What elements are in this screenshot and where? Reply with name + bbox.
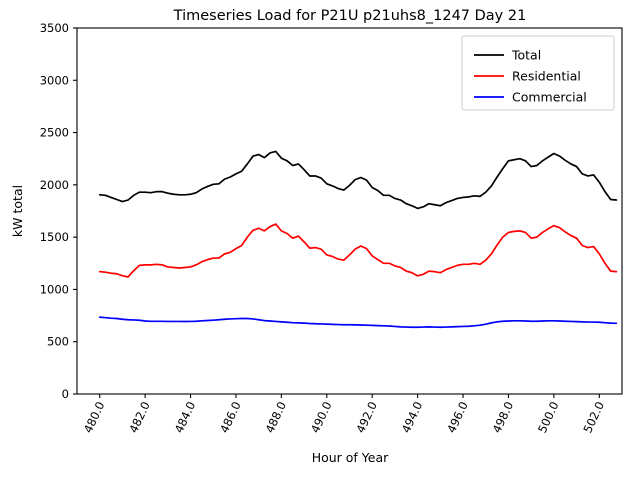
series-line-residential — [98, 223, 618, 278]
y-tick-label: 2000 — [40, 178, 69, 192]
x-tick-label: 496.0 — [444, 399, 471, 435]
y-tick-label: 3000 — [40, 73, 69, 87]
x-tick-label: 488.0 — [262, 399, 289, 435]
chart-title: Timeseries Load for P21U p21uhs8_1247 Da… — [173, 8, 527, 24]
y-tick-label: 0 — [62, 387, 69, 401]
legend-label-total[interactable]: Total — [511, 48, 541, 63]
x-tick-label: 492.0 — [353, 399, 380, 435]
series-line-total — [98, 150, 618, 210]
x-tick-label: 502.0 — [580, 399, 607, 435]
plot-area-frame — [76, 27, 623, 395]
x-tick-label: 500.0 — [535, 399, 562, 435]
y-tick-label: 2500 — [40, 126, 69, 140]
y-axis-ticks: 0 500 1000 1500 2000 2500 3000 3500 — [40, 21, 77, 401]
x-tick-label: 498.0 — [490, 399, 517, 435]
y-tick-label: 1000 — [40, 282, 69, 296]
x-axis-label: Hour of Year — [312, 450, 389, 465]
x-tick-label: 490.0 — [308, 399, 335, 435]
x-tick-label: 486.0 — [217, 399, 244, 435]
y-tick-label: 1500 — [40, 230, 69, 244]
y-tick-label: 500 — [47, 335, 69, 349]
series-line-commercial — [98, 316, 618, 329]
x-tick-label: 482.0 — [126, 399, 153, 435]
legend-label-commercial[interactable]: Commercial — [512, 90, 587, 105]
data-series-group — [98, 150, 618, 329]
y-axis-label: kW total — [10, 185, 25, 237]
x-tick-label: 484.0 — [172, 399, 199, 435]
x-axis-ticks: 480.0 482.0 484.0 486.0 488.0 490.0 492.0 494.0… — [81, 394, 607, 435]
x-tick-label: 480.0 — [81, 399, 108, 435]
chart-legend[interactable]: Total Residential Commercial — [461, 35, 615, 111]
legend-label-residential[interactable]: Residential — [512, 69, 581, 84]
x-tick-label: 494.0 — [399, 399, 426, 435]
chart-title-group: Timeseries Load for P21U p21uhs8_1247 Da… — [173, 8, 527, 24]
y-tick-label: 3500 — [40, 21, 69, 35]
